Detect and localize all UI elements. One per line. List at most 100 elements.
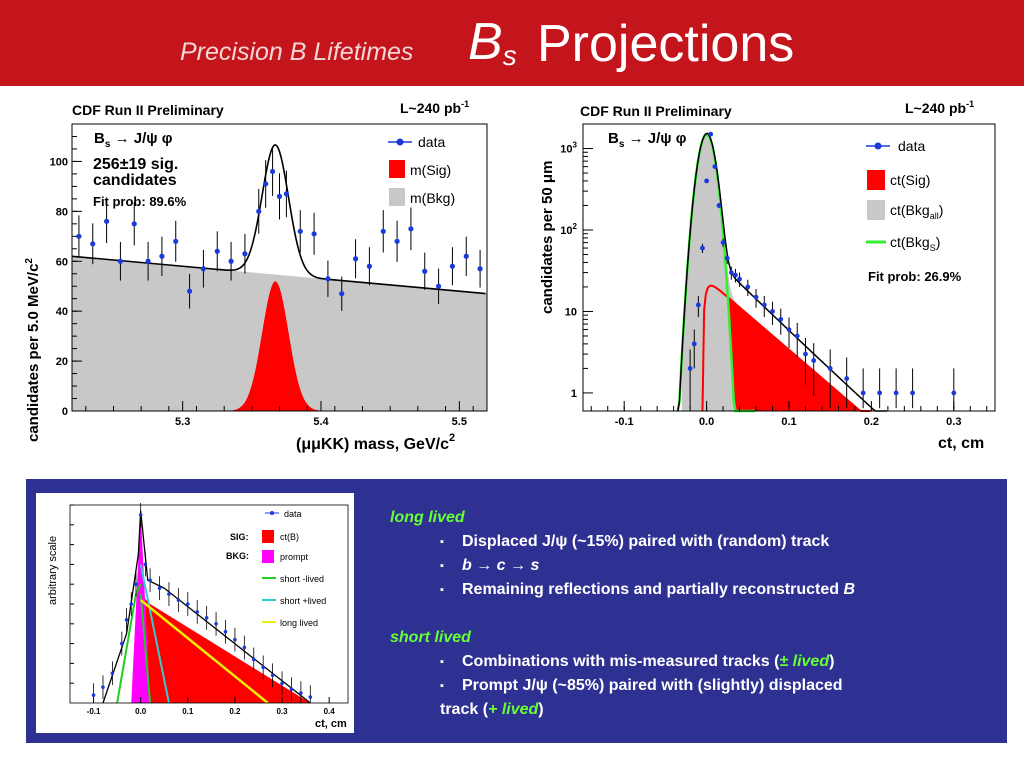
inset-legend-sig-label: SIG: <box>230 532 249 542</box>
inset-legend-ctb-swatch <box>262 530 274 543</box>
inset-data-point <box>261 665 265 670</box>
inset-data-point <box>124 618 129 622</box>
mass-y-tick-label: 0 <box>62 406 68 418</box>
inset-short-plus-curve <box>139 564 170 704</box>
ct-data-point <box>687 366 693 371</box>
inset-data-point <box>129 602 134 606</box>
inset-legend-ctb: ct(B) <box>280 532 299 542</box>
ct-data-point <box>733 272 738 278</box>
mass-annotation-signal: 256±19 sig. <box>93 156 178 173</box>
inset-legend-long: long lived <box>280 618 318 628</box>
ct-y-tick-label: 103 <box>560 141 577 156</box>
inset-data-point <box>185 602 190 606</box>
mass-data-point <box>263 181 269 187</box>
inset-data-point <box>270 673 275 678</box>
mass-y-tick-label: 100 <box>50 156 68 168</box>
mass-legend-bkg-swatch <box>389 188 405 206</box>
short-lived-header: short lived <box>390 629 471 646</box>
ct-legend-sig: ct(Sig) <box>890 172 930 188</box>
inset-data-point <box>143 562 148 567</box>
mass-data-point <box>228 258 234 264</box>
title-subtitle: Precision B Lifetimes <box>180 38 414 66</box>
ct-chart: CDF Run II Preliminary L~240 pb-1 110102… <box>539 99 996 452</box>
inset-data-point <box>101 685 105 689</box>
ct-data-point <box>860 390 866 396</box>
mass-data-point <box>173 238 179 244</box>
mass-data-point <box>422 268 428 274</box>
ct-legend-bkgall-swatch <box>867 200 885 220</box>
inset-data-point <box>251 657 256 662</box>
mass-annot-s: s <box>105 139 111 150</box>
long-lived-header: long lived <box>390 509 465 526</box>
title-main: Projections <box>537 15 795 73</box>
inset-data-point <box>134 582 138 586</box>
mass-annotation-decay: Bs → J/ψ φ <box>94 130 173 150</box>
ct-data-point <box>691 341 697 347</box>
mass-data-point <box>131 221 137 227</box>
inset-xlabel: ct, cm <box>315 718 347 730</box>
ct-legend-sig-swatch <box>867 170 885 190</box>
inset-long-lived-curve <box>139 599 269 704</box>
ct-header-right-text: L~240 pb <box>905 100 966 116</box>
ct-legend-bkgs-close: ) <box>936 234 941 250</box>
ct-data-point <box>700 245 705 251</box>
ct-header-right-sup: -1 <box>966 99 974 109</box>
mass-data-point <box>352 256 359 262</box>
long-item-3-tail: B <box>843 581 855 598</box>
ct-legend-bkgs: ct(BkgS) <box>890 234 940 253</box>
inset-data-point <box>204 616 209 620</box>
ct-data-point <box>811 358 817 363</box>
short-item-1-italic: ± lived <box>779 653 830 670</box>
mass-data-point <box>242 251 248 257</box>
mass-x-tick-label: 5.5 <box>452 416 467 428</box>
mass-header-right: L~240 pb-1 <box>400 99 469 116</box>
mass-y-tick-label: 60 <box>56 256 68 268</box>
mass-ylabel: candidates per 5.0 MeV/c2 <box>24 258 42 442</box>
mass-legend-sig: m(Sig) <box>410 162 451 178</box>
inset-data-point <box>110 671 115 676</box>
ct-data-point <box>695 302 701 308</box>
ct-x-tick-label: 0.2 <box>864 416 879 428</box>
inset-data-point <box>223 629 228 634</box>
bullet-icon: ▪ <box>440 536 444 548</box>
mass-legend-data: data <box>418 134 445 150</box>
inset-data-point <box>157 586 162 590</box>
ct-data-point <box>737 276 742 282</box>
ct-xlabel: ct, cm <box>938 435 984 452</box>
mass-ylabel-sup: 2 <box>24 258 35 264</box>
mass-data-point <box>297 228 303 234</box>
mass-data-point <box>256 208 262 214</box>
ct-data-point <box>720 240 726 246</box>
inset-x-tick-label: 0.0 <box>135 707 147 716</box>
short-item-2-line1: Prompt J/ψ (~85%) paired with (slightly)… <box>462 677 843 694</box>
inset-legend-data: data <box>284 509 302 519</box>
ct-data-point <box>893 390 899 396</box>
ct-legend-bkgs-text: ct(Bkg <box>890 234 930 250</box>
ct-x-tick-label: 0.1 <box>781 416 796 428</box>
mass-header-right-sup: -1 <box>461 99 469 109</box>
title-b-sub: s <box>502 40 517 71</box>
bullet-icon: ▪ <box>440 656 444 668</box>
ct-data-point <box>753 294 759 300</box>
ct-annotation-decay: Bs → J/ψ φ <box>608 130 687 150</box>
mass-legend-data-marker <box>396 138 404 146</box>
mass-data-point <box>477 266 483 272</box>
ct-annot-b: B <box>608 130 619 147</box>
ct-y-tick-label: 102 <box>560 222 577 237</box>
ct-signal-curve <box>701 284 871 412</box>
mass-data-point <box>311 231 317 237</box>
mass-y-tick-label: 80 <box>56 206 68 218</box>
bullet-icon: ▪ <box>440 584 444 596</box>
title-bar: Precision B Lifetimes Bs Projections <box>0 0 1024 86</box>
inset-ylabel: arbitrary scale <box>47 536 59 605</box>
title-b-letter: B <box>468 13 503 71</box>
mass-annotation-candidates: candidates <box>93 172 177 189</box>
ct-data-point <box>877 390 883 396</box>
ct-legend-bkgall-sub: all <box>930 211 939 221</box>
inset-legend: data SIG: ct(B) BKG: prompt short -lived… <box>226 509 326 628</box>
ct-legend-bkgs-sub: S <box>930 243 936 253</box>
mass-data-point <box>103 218 110 224</box>
ct-data-point <box>745 284 751 290</box>
mass-xlabel-sup: 2 <box>449 432 455 444</box>
long-item-2-text: b → c → s <box>462 557 540 574</box>
